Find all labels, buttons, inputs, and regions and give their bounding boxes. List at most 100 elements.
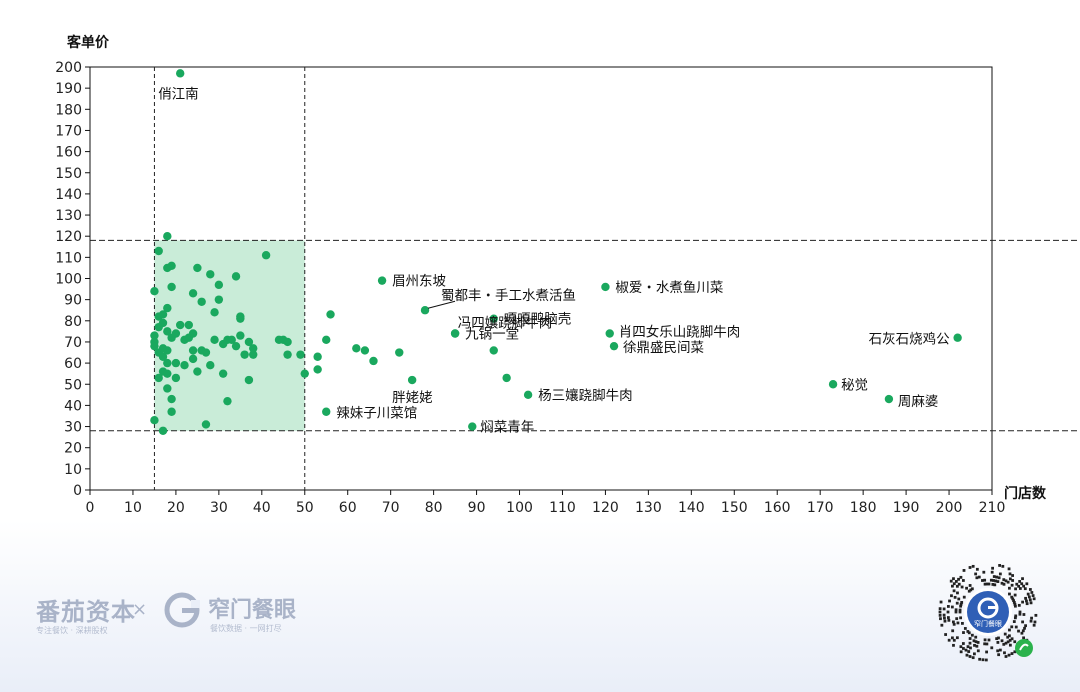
qr-dot [952,589,956,593]
qr-dot [970,633,974,637]
label-leader-line [427,300,456,309]
data-point [150,331,159,340]
qr-dot [938,613,942,617]
qr-dot [946,616,950,619]
qr-dot [969,588,973,592]
point-label: 冯四孃跷脚牛肉 [458,314,553,331]
qr-dot [959,575,963,579]
data-point [605,329,614,338]
data-point [193,367,202,376]
data-point [167,282,176,292]
point-label: 徐鼎盛民间菜 [623,340,704,356]
data-point [158,352,168,361]
qr-dot [1024,624,1027,628]
data-point [214,295,224,304]
qr-dot [1007,567,1011,571]
brand-zhaimen-logo: 窄门餐眼 [208,598,297,623]
x-tick-label: 70 [382,500,400,516]
qr-dot [1015,582,1019,586]
g-logo-icon [164,592,200,628]
qr-dot [992,575,996,578]
qr-dot [1025,582,1029,586]
y-tick-label: 50 [64,377,82,393]
qr-dot [967,650,971,653]
qr-dot [1013,602,1017,606]
qr-dot [1021,629,1025,633]
qr-dot [1024,596,1027,600]
y-tick-label: 130 [55,208,82,224]
qr-dot [973,652,976,656]
qr-dot [966,645,970,649]
qr-dot [992,579,995,582]
y-tick-label: 150 [55,166,82,182]
data-point [450,329,460,338]
y-tick-label: 180 [55,102,82,118]
qr-dot [957,577,960,581]
qr-dot [996,580,1000,583]
qr-dot [951,620,955,624]
qr-dot [1017,629,1020,633]
point-label: 辣妹子川菜馆 [336,406,417,422]
qr-dot [959,604,963,608]
qr-dot [973,643,976,647]
y-tick-label: 40 [64,398,82,414]
qr-dot [1031,594,1035,597]
qr-dot [1033,620,1037,624]
qr-dot [998,564,1002,567]
point-label: 蜀都丰・手工水煮活鱼 [441,287,576,304]
y-tick-label: 160 [55,145,82,161]
qr-dot [996,641,1000,644]
qr-dot [969,646,972,650]
qr-dot [957,597,961,601]
qr-dot [952,622,956,626]
point-label: 俏江南 [158,86,199,102]
qr-dot [949,579,953,583]
x-tick-label: 180 [850,500,877,516]
qr-dot [1014,625,1018,629]
qr-dot [983,642,987,646]
qr-dot [970,587,974,591]
x-tick-label: 110 [549,500,576,516]
qr-dot [960,585,964,589]
data-point [236,331,245,340]
qr-dot [1002,582,1006,586]
y-tick-label: 200 [55,60,82,76]
y-tick-label: 20 [64,441,82,457]
qr-dot [946,605,950,608]
qr-dot [976,641,980,644]
data-point [283,337,292,347]
data-point [227,335,236,345]
point-label: 石灰石烧鸡公 [869,331,950,348]
qr-dot [1002,578,1006,582]
data-point [214,280,224,290]
qr-dot [1025,599,1028,603]
qr-dot [946,610,950,614]
qr-dot [962,595,966,599]
qr-dot [964,648,968,652]
qr-dot [1018,612,1022,616]
data-point [158,318,168,328]
times-separator: × [132,599,148,620]
qr-dot [944,633,948,636]
qr-dot [1023,626,1026,630]
qr-dot [1013,616,1017,620]
qr-dot [983,638,987,642]
x-tick-label: 120 [592,500,619,516]
y-tick-label: 80 [64,314,82,330]
data-point [407,375,417,385]
y-tick-label: 170 [55,123,82,139]
point-label: 周麻婆 [898,394,939,410]
qr-dot [951,636,954,640]
data-point [360,346,370,355]
x-tick-label: 10 [124,500,142,516]
qr-dot [1021,600,1025,604]
qr-dot [951,629,955,633]
qr-dot [1032,597,1036,601]
qr-code-icon: 窄门餐眼 [938,564,1038,662]
qr-dot [961,579,965,582]
qr-dot [985,642,989,646]
qr-dot [1021,577,1024,581]
qr-dot [959,602,963,606]
qr-dot [1011,574,1015,577]
y-tick-label: 0 [73,483,82,499]
